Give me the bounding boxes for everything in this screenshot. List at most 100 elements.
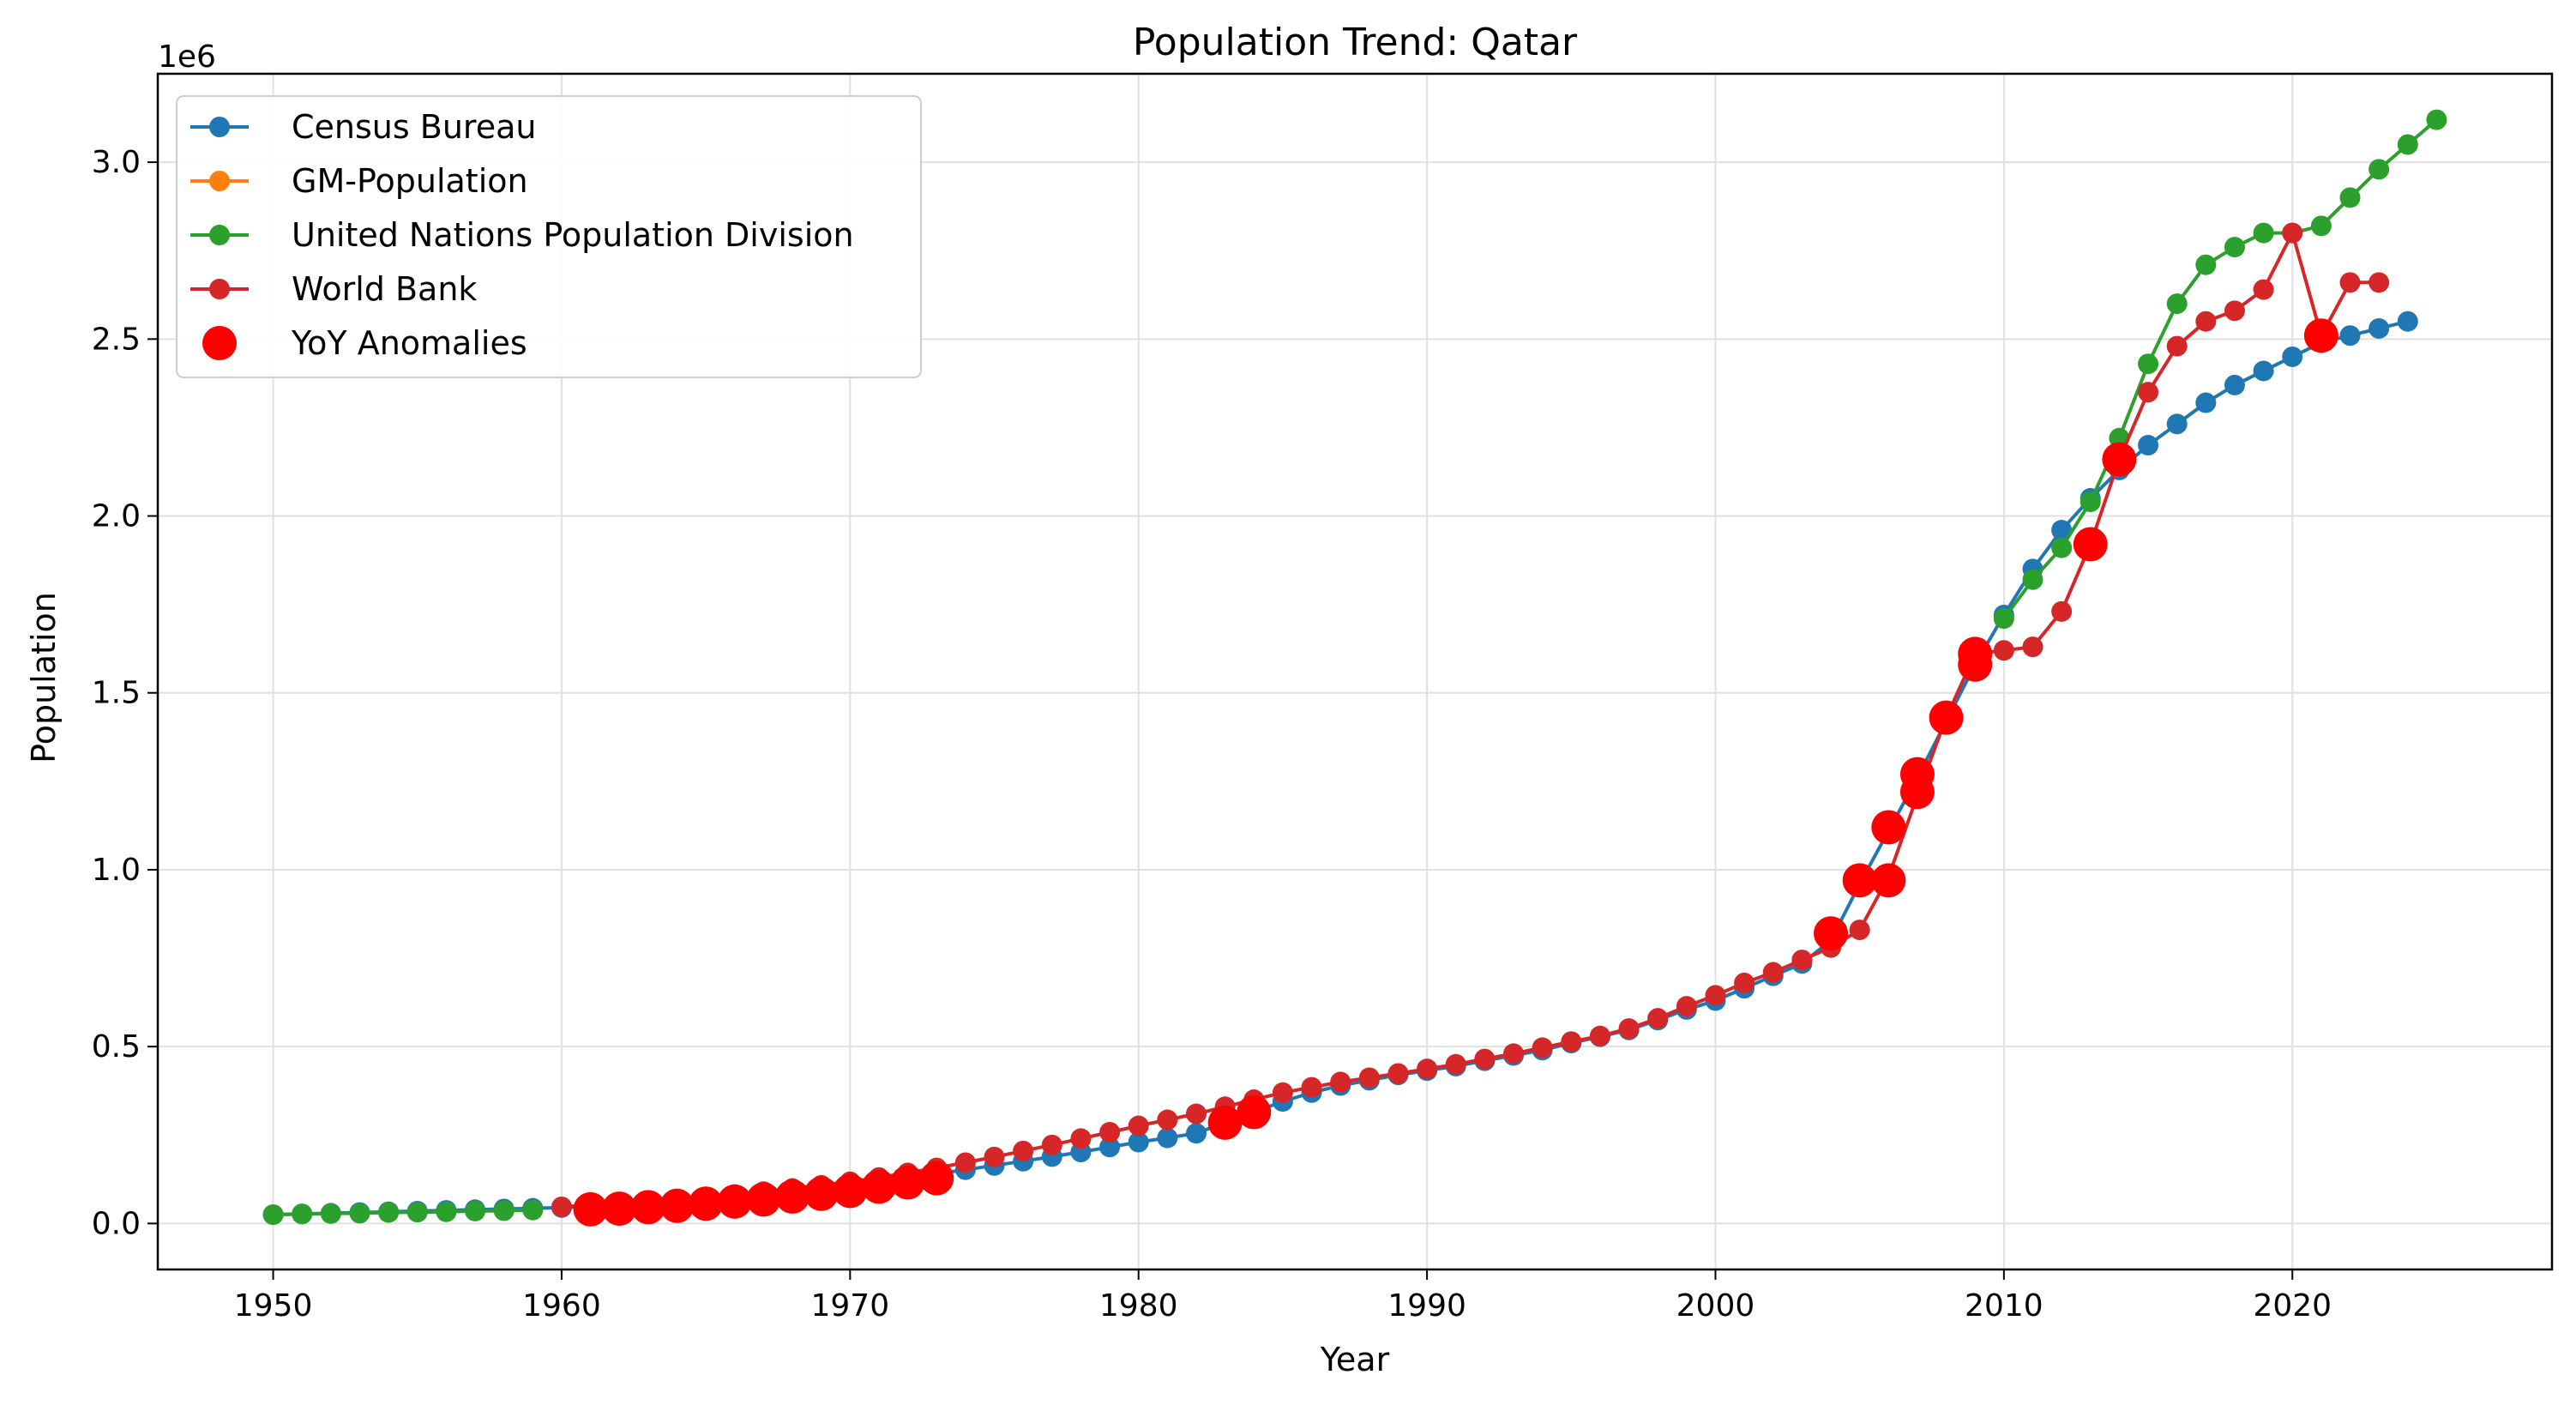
data-point <box>1099 1121 1121 1143</box>
data-point <box>2397 134 2418 155</box>
data-point <box>349 1203 370 1224</box>
data-point <box>2166 293 2188 315</box>
data-point <box>522 1199 544 1221</box>
data-point <box>1185 1123 1207 1144</box>
y-tick-label: 2.5 <box>92 322 141 357</box>
data-point <box>1791 950 1813 971</box>
data-point <box>2166 413 2188 435</box>
data-point <box>1128 1115 1149 1137</box>
data-point <box>2079 491 2101 513</box>
data-point <box>2195 311 2217 332</box>
data-point <box>1561 1031 1582 1052</box>
x-tick-label: 2020 <box>2253 1288 2332 1324</box>
data-point <box>1417 1058 1438 1080</box>
anomaly-point <box>775 1179 810 1215</box>
anomaly-point <box>659 1188 695 1223</box>
data-point <box>493 1200 515 1221</box>
data-point <box>1157 1109 1178 1131</box>
data-point <box>262 1204 284 1226</box>
data-point <box>1618 1018 1640 1040</box>
data-point <box>2051 520 2073 541</box>
data-point <box>2022 569 2043 590</box>
anomaly-point <box>746 1182 781 1217</box>
data-point <box>954 1152 976 1173</box>
anomaly-point <box>803 1176 839 1211</box>
data-point <box>2022 636 2043 658</box>
data-point <box>465 1200 486 1221</box>
anomaly-point <box>1871 810 1906 845</box>
data-point <box>1041 1134 1062 1155</box>
data-point <box>2166 335 2188 357</box>
data-point <box>1330 1071 1351 1093</box>
legend-label: United Nations Population Division <box>292 216 854 254</box>
legend-box <box>176 95 922 378</box>
legend-swatch-marker <box>209 279 230 299</box>
data-point <box>320 1203 341 1224</box>
x-tick-label: 1980 <box>1099 1288 1178 1324</box>
data-point <box>1128 1131 1149 1153</box>
data-point <box>551 1197 572 1218</box>
data-point <box>1013 1140 1034 1161</box>
anomaly-point <box>890 1165 925 1200</box>
x-tick-label: 2000 <box>1676 1288 1755 1324</box>
y-tick-label: 0.0 <box>92 1206 141 1241</box>
anomaly-point <box>602 1191 637 1227</box>
data-point <box>2138 353 2159 375</box>
anomaly-point <box>573 1191 608 1227</box>
data-point <box>1445 1053 1466 1075</box>
anomaly-point <box>1237 1094 1272 1130</box>
anomaly-point <box>861 1169 896 1204</box>
data-point <box>2282 222 2303 244</box>
data-point <box>2224 374 2245 395</box>
data-point <box>2310 215 2332 237</box>
plot-frame <box>156 72 2554 1271</box>
y-offset-label: 1e6 <box>158 39 216 75</box>
data-point <box>2051 600 2073 622</box>
y-axis-title: Population <box>25 592 63 763</box>
data-point <box>1272 1082 1293 1103</box>
data-point <box>378 1202 400 1223</box>
anomaly-point <box>2303 318 2338 353</box>
data-point <box>1705 985 1726 1006</box>
chart-title: Population Trend: Qatar <box>1133 21 1578 64</box>
y-tick-label: 0.5 <box>92 1029 141 1064</box>
data-point <box>1503 1043 1525 1064</box>
data-point <box>2253 360 2274 382</box>
y-tick-label: 1.5 <box>92 676 141 711</box>
data-point <box>2138 382 2159 403</box>
x-tick-label: 1960 <box>522 1288 601 1324</box>
data-point <box>1070 1128 1092 1149</box>
x-tick-label: 1950 <box>234 1288 313 1324</box>
legend-label: GM-Population <box>292 162 528 200</box>
data-point <box>1301 1076 1322 1098</box>
data-point <box>2253 222 2274 244</box>
data-point <box>984 1146 1005 1167</box>
data-point <box>1099 1137 1121 1158</box>
data-point <box>1762 962 1784 983</box>
legend-label: YoY Anomalies <box>291 324 527 362</box>
data-point <box>2339 325 2361 347</box>
data-point <box>1185 1103 1207 1125</box>
data-point <box>2368 159 2390 180</box>
data-point <box>1589 1025 1610 1046</box>
anomaly-point <box>1899 757 1935 792</box>
legend-label: Census Bureau <box>292 108 536 146</box>
data-point <box>2195 392 2217 413</box>
data-point <box>292 1203 313 1225</box>
data-point <box>2339 272 2361 293</box>
data-point <box>1849 920 1870 941</box>
data-point <box>2253 279 2274 300</box>
y-tick-label: 1.0 <box>92 853 141 888</box>
data-point <box>1993 608 2014 630</box>
data-point <box>1387 1063 1409 1084</box>
y-tick-label: 2.0 <box>92 499 141 534</box>
data-point <box>2426 109 2447 130</box>
x-tick-label: 1990 <box>1387 1288 1466 1324</box>
data-point <box>1993 640 2014 661</box>
data-point <box>2224 300 2245 322</box>
legend-swatch-marker <box>209 225 230 245</box>
data-point <box>2138 435 2159 456</box>
anomaly-point <box>717 1184 752 1219</box>
